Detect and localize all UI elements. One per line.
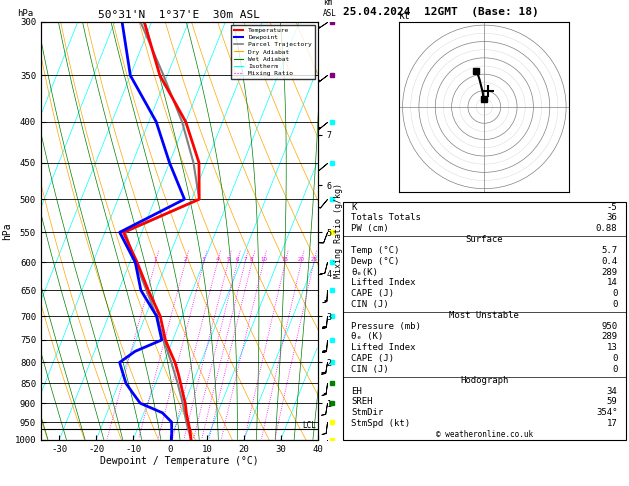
Text: © weatheronline.co.uk: © weatheronline.co.uk [436,430,533,439]
Text: 10: 10 [260,258,267,262]
Text: 0: 0 [612,289,617,298]
Title: 50°31'N  1°37'E  30m ASL: 50°31'N 1°37'E 30m ASL [98,10,260,20]
Y-axis label: hPa: hPa [2,222,12,240]
Text: 4: 4 [216,258,219,262]
Text: 14: 14 [606,278,617,287]
Text: LCL: LCL [302,420,316,430]
Text: 5: 5 [226,258,230,262]
Text: 0: 0 [612,300,617,309]
Text: 34: 34 [606,387,617,396]
Text: 25.04.2024  12GMT  (Base: 18): 25.04.2024 12GMT (Base: 18) [343,6,538,17]
Text: 289: 289 [601,268,617,277]
Text: 13: 13 [606,343,617,352]
Text: Temp (°C): Temp (°C) [351,246,399,255]
Text: CAPE (J): CAPE (J) [351,354,394,363]
Text: 3: 3 [202,258,206,262]
Text: Surface: Surface [465,235,503,244]
Text: 950: 950 [601,322,617,330]
Text: StmSpd (kt): StmSpd (kt) [351,419,410,428]
Text: 6: 6 [235,258,239,262]
Text: 17: 17 [606,419,617,428]
Text: 59: 59 [606,398,617,406]
Text: K: K [351,203,357,211]
X-axis label: Dewpoint / Temperature (°C): Dewpoint / Temperature (°C) [100,456,259,467]
Text: hPa: hPa [18,9,33,17]
Y-axis label: Mixing Ratio (g/kg): Mixing Ratio (g/kg) [335,183,343,278]
Text: EH: EH [351,387,362,396]
Text: Totals Totals: Totals Totals [351,213,421,223]
Text: km
ASL: km ASL [323,0,337,17]
Text: PW (cm): PW (cm) [351,224,389,233]
Text: θₑ(K): θₑ(K) [351,268,378,277]
Text: Most Unstable: Most Unstable [449,311,520,320]
Text: 0: 0 [612,365,617,374]
Text: CIN (J): CIN (J) [351,365,389,374]
Text: θₑ (K): θₑ (K) [351,332,384,342]
Text: Hodograph: Hodograph [460,376,508,385]
Text: StmDir: StmDir [351,408,384,417]
Text: Lifted Index: Lifted Index [351,343,416,352]
Text: 1: 1 [153,258,157,262]
Text: CIN (J): CIN (J) [351,300,389,309]
Text: 2: 2 [184,258,187,262]
Text: 7: 7 [243,258,247,262]
Text: kt: kt [399,11,411,21]
Text: Lifted Index: Lifted Index [351,278,416,287]
Text: 0.88: 0.88 [596,224,617,233]
Legend: Temperature, Dewpoint, Parcel Trajectory, Dry Adiabat, Wet Adiabat, Isotherm, Mi: Temperature, Dewpoint, Parcel Trajectory… [231,25,314,79]
Text: 15: 15 [282,258,289,262]
Text: 25: 25 [310,258,317,262]
Text: Pressure (mb): Pressure (mb) [351,322,421,330]
Text: Dewp (°C): Dewp (°C) [351,257,399,266]
Text: 36: 36 [606,213,617,223]
Text: 354°: 354° [596,408,617,417]
Text: 8: 8 [250,258,253,262]
Text: 289: 289 [601,332,617,342]
Text: 20: 20 [298,258,304,262]
Text: -5: -5 [606,203,617,211]
Text: SREH: SREH [351,398,373,406]
Text: 5.7: 5.7 [601,246,617,255]
Text: 0.4: 0.4 [601,257,617,266]
Text: 0: 0 [612,354,617,363]
Text: CAPE (J): CAPE (J) [351,289,394,298]
